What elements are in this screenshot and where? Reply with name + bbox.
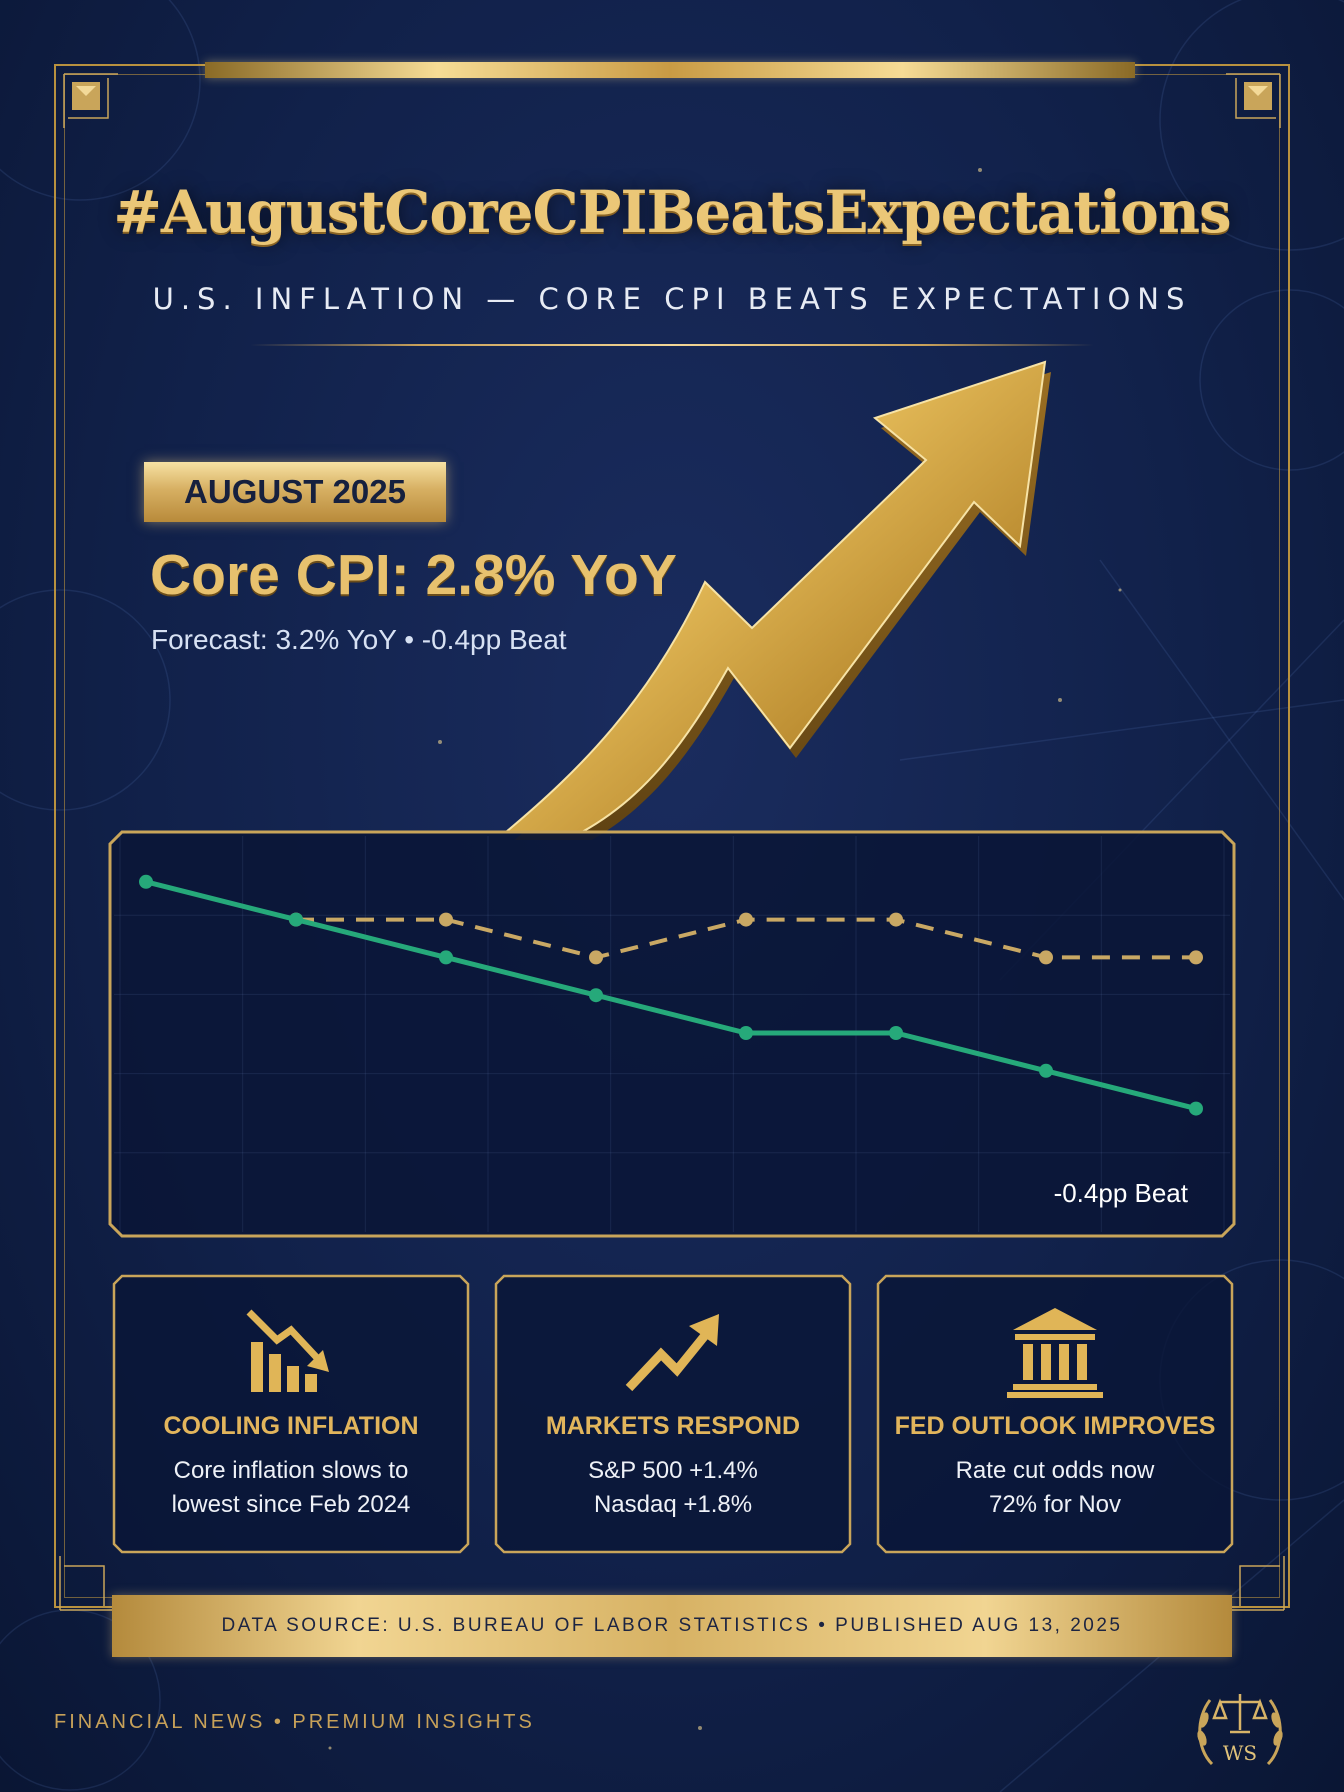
core-cpi-headline: Core CPI: 2.8% YoY	[150, 543, 677, 607]
beat-annotation: -0.4pp Beat	[1054, 1178, 1189, 1208]
card-markets-respond: MARKETS RESPOND S&P 500 +1.4% Nasdaq +1.…	[494, 1274, 852, 1554]
chart-down-icon	[246, 1309, 329, 1392]
card-frame	[876, 1274, 1234, 1554]
cpi-line-chart: -0.4pp Beat	[108, 830, 1236, 1238]
card-frame	[494, 1274, 852, 1554]
hashtag-title: #AugustCoreCPIBeatsExpectations	[113, 178, 1231, 246]
ws-seal-logo: WS	[1197, 1694, 1283, 1766]
subtitle-divider	[250, 344, 1094, 346]
card-text-line: 72% for Nov	[988, 1491, 1122, 1518]
seal-text: WS	[1223, 1741, 1257, 1765]
card-text: S&P 500 +1.4% Nasdaq +1.8%	[494, 1454, 852, 1522]
series-0-point	[1189, 950, 1203, 965]
series-1-point	[739, 1026, 753, 1040]
corner-ornament-bottom-right	[1230, 1556, 1285, 1611]
gold-rising-arrow-icon	[503, 360, 1051, 840]
card-title: FED OUTLOOK IMPROVES	[894, 1412, 1216, 1440]
series-0-point	[589, 950, 603, 965]
series-0-point	[439, 912, 453, 927]
top-gold-bar	[205, 62, 1135, 78]
card-title: COOLING INFLATION	[163, 1412, 419, 1440]
series-1-point	[139, 874, 153, 889]
trend-up-arrow-icon	[625, 1314, 719, 1392]
series-0-point	[889, 912, 903, 927]
footer-text: FINANCIAL NEWS • PREMIUM INSIGHTS	[54, 1711, 535, 1733]
series-0-point	[1039, 950, 1053, 965]
corner-ornament-top-left	[63, 73, 118, 128]
card-text: Rate cut odds now 72% for Nov	[876, 1454, 1234, 1522]
data-source-bar: DATA SOURCE: U.S. BUREAU OF LABOR STATIS…	[112, 1595, 1232, 1657]
card-frame	[112, 1274, 470, 1554]
forecast-text: Forecast: 3.2% YoY • -0.4pp Beat	[151, 624, 567, 655]
card-cooling-inflation: COOLING INFLATION Core inflation slows t…	[112, 1274, 470, 1554]
card-fed-outlook: FED OUTLOOK IMPROVES Rate cut odds now 7…	[876, 1274, 1234, 1554]
series-1-point	[1039, 1063, 1053, 1078]
card-text-line: Core inflation slows to	[173, 1457, 409, 1484]
corner-ornament-bottom-left	[59, 1556, 114, 1611]
card-text-line: Nasdaq +1.8%	[593, 1491, 753, 1518]
series-1-point	[439, 950, 453, 965]
card-title: MARKETS RESPOND	[545, 1412, 801, 1440]
series-line-1	[145, 879, 1197, 1112]
chart-grid	[114, 836, 1230, 1232]
series-1-point	[889, 1026, 903, 1040]
chart-series	[139, 874, 1203, 1116]
card-text-line: S&P 500 +1.4%	[588, 1457, 758, 1484]
series-1-point	[289, 912, 303, 927]
series-0-point	[739, 912, 753, 927]
date-badge: AUGUST 2025	[144, 462, 446, 522]
subtitle: U.S. INFLATION — CORE CPI BEATS EXPECTAT…	[152, 282, 1192, 316]
corner-ornament-top-right	[1226, 73, 1281, 128]
series-1-point	[1189, 1101, 1203, 1116]
series-1-point	[589, 988, 603, 1003]
card-text-line: Rate cut odds now	[955, 1457, 1155, 1484]
card-text: Core inflation slows to lowest since Feb…	[112, 1454, 470, 1522]
bank-building-icon	[1007, 1308, 1103, 1398]
card-text-line: lowest since Feb 2024	[171, 1491, 411, 1518]
